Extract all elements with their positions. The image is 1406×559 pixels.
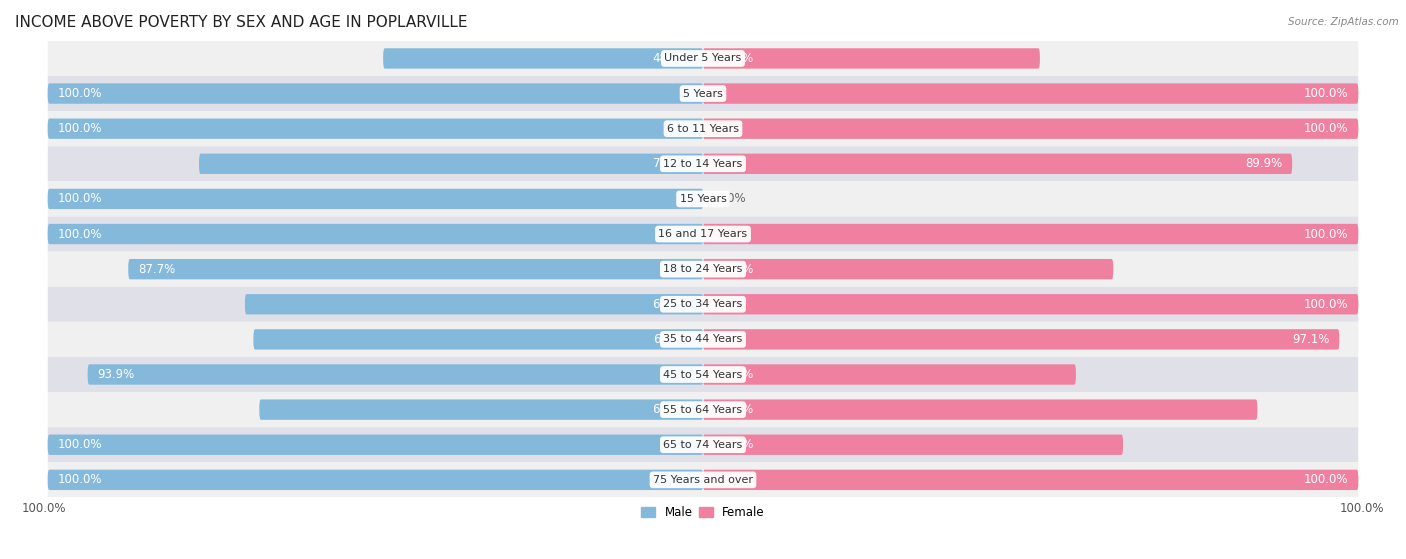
FancyBboxPatch shape: [200, 154, 703, 174]
Text: 15 Years: 15 Years: [679, 194, 727, 204]
FancyBboxPatch shape: [259, 400, 703, 420]
Text: Under 5 Years: Under 5 Years: [665, 54, 741, 64]
FancyBboxPatch shape: [48, 252, 1358, 287]
Text: 100.0%: 100.0%: [58, 438, 103, 451]
Text: 93.9%: 93.9%: [97, 368, 135, 381]
FancyBboxPatch shape: [48, 224, 703, 244]
Text: 51.4%: 51.4%: [716, 52, 754, 65]
Text: 62.6%: 62.6%: [716, 263, 754, 276]
FancyBboxPatch shape: [703, 48, 1040, 69]
Text: 76.9%: 76.9%: [652, 157, 690, 170]
Text: 56.9%: 56.9%: [716, 368, 754, 381]
FancyBboxPatch shape: [253, 329, 703, 349]
FancyBboxPatch shape: [48, 392, 1358, 427]
Text: 89.9%: 89.9%: [1244, 157, 1282, 170]
FancyBboxPatch shape: [128, 259, 703, 280]
FancyBboxPatch shape: [703, 400, 1257, 420]
Text: 100.0%: 100.0%: [1303, 87, 1348, 100]
Text: 100.0%: 100.0%: [1340, 501, 1385, 515]
Text: 100.0%: 100.0%: [21, 501, 66, 515]
Text: 100.0%: 100.0%: [1303, 298, 1348, 311]
Text: 25 to 34 Years: 25 to 34 Years: [664, 299, 742, 309]
FancyBboxPatch shape: [48, 434, 703, 455]
FancyBboxPatch shape: [703, 83, 1358, 104]
Text: 48.8%: 48.8%: [652, 52, 690, 65]
Text: 100.0%: 100.0%: [58, 122, 103, 135]
Text: 67.7%: 67.7%: [652, 403, 690, 416]
FancyBboxPatch shape: [703, 119, 1358, 139]
Text: 75 Years and over: 75 Years and over: [652, 475, 754, 485]
Text: 84.6%: 84.6%: [716, 403, 754, 416]
Text: 100.0%: 100.0%: [58, 192, 103, 205]
FancyBboxPatch shape: [48, 189, 703, 209]
FancyBboxPatch shape: [384, 48, 703, 69]
Text: 100.0%: 100.0%: [1303, 228, 1348, 240]
FancyBboxPatch shape: [48, 76, 1358, 111]
FancyBboxPatch shape: [703, 434, 1123, 455]
Text: 5 Years: 5 Years: [683, 88, 723, 98]
Text: 100.0%: 100.0%: [1303, 122, 1348, 135]
FancyBboxPatch shape: [703, 259, 1114, 280]
Text: 100.0%: 100.0%: [58, 473, 103, 486]
FancyBboxPatch shape: [48, 357, 1358, 392]
FancyBboxPatch shape: [703, 329, 1340, 349]
Text: 100.0%: 100.0%: [58, 87, 103, 100]
Text: 35 to 44 Years: 35 to 44 Years: [664, 334, 742, 344]
FancyBboxPatch shape: [48, 119, 703, 139]
Text: INCOME ABOVE POVERTY BY SEX AND AGE IN POPLARVILLE: INCOME ABOVE POVERTY BY SEX AND AGE IN P…: [15, 15, 468, 30]
Text: 55 to 64 Years: 55 to 64 Years: [664, 405, 742, 415]
FancyBboxPatch shape: [245, 294, 703, 315]
FancyBboxPatch shape: [48, 83, 703, 104]
Legend: Male, Female: Male, Female: [637, 501, 769, 523]
Text: 12 to 14 Years: 12 to 14 Years: [664, 159, 742, 169]
FancyBboxPatch shape: [48, 41, 1358, 76]
FancyBboxPatch shape: [703, 364, 1076, 385]
Text: 87.7%: 87.7%: [138, 263, 176, 276]
Text: 64.1%: 64.1%: [716, 438, 754, 451]
FancyBboxPatch shape: [87, 364, 703, 385]
Text: 6 to 11 Years: 6 to 11 Years: [666, 124, 740, 134]
FancyBboxPatch shape: [48, 146, 1358, 181]
FancyBboxPatch shape: [48, 427, 1358, 462]
Text: Source: ZipAtlas.com: Source: ZipAtlas.com: [1288, 17, 1399, 27]
Text: 65 to 74 Years: 65 to 74 Years: [664, 440, 742, 450]
FancyBboxPatch shape: [48, 322, 1358, 357]
Text: 18 to 24 Years: 18 to 24 Years: [664, 264, 742, 274]
FancyBboxPatch shape: [48, 287, 1358, 322]
Text: 97.1%: 97.1%: [1292, 333, 1330, 346]
Text: 45 to 54 Years: 45 to 54 Years: [664, 369, 742, 380]
FancyBboxPatch shape: [48, 111, 1358, 146]
FancyBboxPatch shape: [48, 216, 1358, 252]
FancyBboxPatch shape: [48, 470, 703, 490]
Text: 16 and 17 Years: 16 and 17 Years: [658, 229, 748, 239]
Text: 100.0%: 100.0%: [58, 228, 103, 240]
Text: 68.6%: 68.6%: [652, 333, 690, 346]
FancyBboxPatch shape: [703, 154, 1292, 174]
FancyBboxPatch shape: [48, 462, 1358, 498]
Text: 0.0%: 0.0%: [716, 192, 745, 205]
FancyBboxPatch shape: [703, 294, 1358, 315]
FancyBboxPatch shape: [703, 470, 1358, 490]
FancyBboxPatch shape: [703, 224, 1358, 244]
Text: 69.9%: 69.9%: [652, 298, 690, 311]
FancyBboxPatch shape: [48, 181, 1358, 216]
Text: 100.0%: 100.0%: [1303, 473, 1348, 486]
